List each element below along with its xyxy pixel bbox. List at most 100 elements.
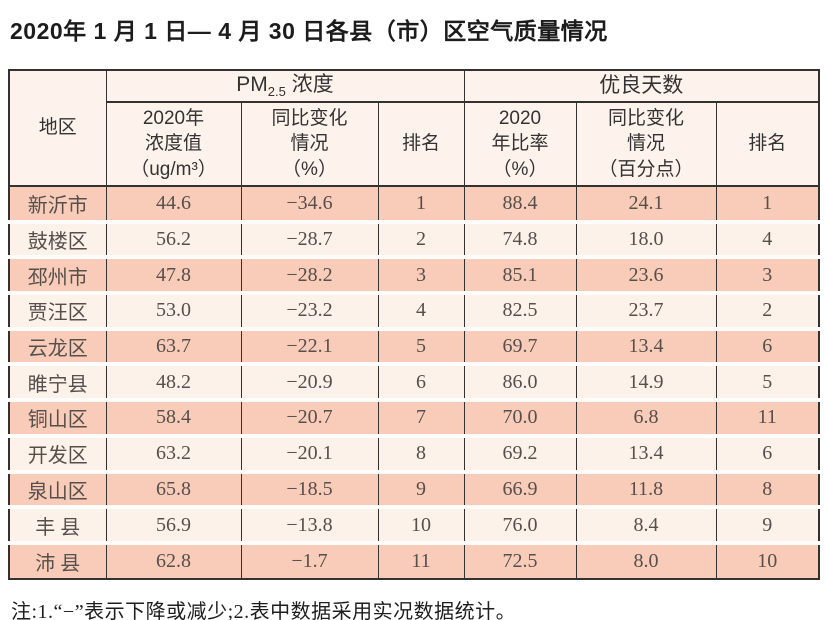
cell-good-ratio: 76.0 <box>464 507 577 545</box>
cell-good-rank: 3 <box>716 257 819 296</box>
cell-good-change: 11.8 <box>576 471 717 510</box>
pm25-label-subscript: 2.5 <box>267 84 286 100</box>
cell-good-ratio: 70.0 <box>464 400 577 438</box>
cell-pm-rank: 6 <box>378 364 465 403</box>
cell-good-change: 8.4 <box>576 507 717 545</box>
cell-region: 铜山区 <box>9 400 107 438</box>
cell-pm-value: 44.6 <box>106 186 242 224</box>
cell-good-rank: 9 <box>716 507 819 545</box>
table-row: 铜山区 58.4 −20.7 7 70.0 6.8 11 <box>9 400 819 438</box>
header-group-pm25: PM2.5 浓度 <box>106 70 465 103</box>
cell-good-ratio: 74.8 <box>464 221 577 260</box>
table-header: 地区 PM2.5 浓度 优良天数 2020年 浓度值 （ug/m³） 同比变化 … <box>9 70 819 187</box>
cell-region: 鼓楼区 <box>9 221 107 260</box>
cell-pm-rank: 11 <box>378 542 465 579</box>
table-row: 丰 县 56.9 −13.8 10 76.0 8.4 9 <box>9 507 819 545</box>
cell-pm-value: 65.8 <box>106 471 242 510</box>
cell-good-ratio: 69.2 <box>464 435 577 474</box>
cell-pm-rank: 5 <box>378 328 465 367</box>
cell-region: 睢宁县 <box>9 364 107 403</box>
header-group-good-days: 优良天数 <box>464 70 819 103</box>
air-quality-table: 地区 PM2.5 浓度 优良天数 2020年 浓度值 （ug/m³） 同比变化 … <box>8 69 820 580</box>
cell-pm-value: 63.7 <box>106 328 242 367</box>
cell-pm-value: 53.0 <box>106 293 242 331</box>
cell-pm-rank: 7 <box>378 400 465 438</box>
cell-pm-change: −34.6 <box>241 186 379 224</box>
cell-pm-value: 56.2 <box>106 221 242 260</box>
cell-region: 贾汪区 <box>9 293 107 331</box>
cell-pm-change: −28.7 <box>241 221 379 260</box>
cell-region: 邳州市 <box>9 257 107 296</box>
cell-pm-change: −13.8 <box>241 507 379 545</box>
pm25-label-base: PM <box>236 73 268 97</box>
table-row: 沛 县 62.8 −1.7 11 72.5 8.0 10 <box>9 542 819 579</box>
cell-good-ratio: 82.5 <box>464 293 577 331</box>
table-row: 新沂市 44.6 −34.6 1 88.4 24.1 1 <box>9 186 819 224</box>
cell-pm-rank: 4 <box>378 293 465 331</box>
cell-pm-rank: 10 <box>378 507 465 545</box>
cell-pm-value: 62.8 <box>106 542 242 579</box>
header-good-ratio: 2020 年比率 （%） <box>464 102 577 187</box>
cell-good-change: 13.4 <box>576 328 717 367</box>
cell-pm-rank: 9 <box>378 471 465 510</box>
cell-pm-change: −22.1 <box>241 328 379 367</box>
cell-pm-change: −18.5 <box>241 471 379 510</box>
cell-region: 丰 县 <box>9 507 107 545</box>
header-group-row: 地区 PM2.5 浓度 优良天数 <box>9 70 819 187</box>
table-row: 睢宁县 48.2 −20.9 6 86.0 14.9 5 <box>9 364 819 403</box>
cell-pm-change: −20.9 <box>241 364 379 403</box>
cell-good-change: 13.4 <box>576 435 717 474</box>
cell-good-rank: 1 <box>716 186 819 224</box>
cell-pm-value: 56.9 <box>106 507 242 545</box>
table-row: 贾汪区 53.0 −23.2 4 82.5 23.7 2 <box>9 293 819 331</box>
cell-pm-value: 63.2 <box>106 435 242 474</box>
cell-pm-value: 47.8 <box>106 257 242 296</box>
cell-good-rank: 6 <box>716 435 819 474</box>
header-pm-value: 2020年 浓度值 （ug/m³） <box>106 102 242 187</box>
page-title: 2020年 1 月 1 日— 4 月 30 日各县（市）区空气质量情况 <box>10 18 608 44</box>
table-row: 泉山区 65.8 −18.5 9 66.9 11.8 8 <box>9 471 819 510</box>
cell-good-rank: 5 <box>716 364 819 403</box>
cell-good-change: 14.9 <box>576 364 717 403</box>
header-region: 地区 <box>9 70 107 187</box>
cell-region: 泉山区 <box>9 471 107 510</box>
cell-region: 沛 县 <box>9 542 107 579</box>
cell-good-rank: 11 <box>716 400 819 438</box>
cell-pm-rank: 8 <box>378 435 465 474</box>
table-row: 云龙区 63.7 −22.1 5 69.7 13.4 6 <box>9 328 819 367</box>
cell-pm-change: −20.1 <box>241 435 379 474</box>
cell-region: 新沂市 <box>9 186 107 224</box>
table-body: 新沂市 44.6 −34.6 1 88.4 24.1 1 鼓楼区 56.2 −28.7 2 74.8 1… <box>9 186 819 579</box>
cell-pm-change: −23.2 <box>241 293 379 331</box>
table-row: 开发区 63.2 −20.1 8 69.2 13.4 6 <box>9 435 819 474</box>
cell-pm-value: 58.4 <box>106 400 242 438</box>
table-row: 鼓楼区 56.2 −28.7 2 74.8 18.0 4 <box>9 221 819 260</box>
cell-good-change: 23.7 <box>576 293 717 331</box>
cell-pm-rank: 2 <box>378 221 465 260</box>
cell-region: 云龙区 <box>9 328 107 367</box>
cell-good-rank: 4 <box>716 221 819 260</box>
cell-good-ratio: 72.5 <box>464 542 577 579</box>
cell-region: 开发区 <box>9 435 107 474</box>
cell-pm-rank: 1 <box>378 186 465 224</box>
header-good-change: 同比变化 情况 （百分点） <box>576 102 717 187</box>
cell-pm-change: −28.2 <box>241 257 379 296</box>
header-sub-row: 2020年 浓度值 （ug/m³） 同比变化 情况 （%） 排名 2020 年比… <box>9 102 819 187</box>
cell-good-change: 23.6 <box>576 257 717 296</box>
cell-good-change: 6.8 <box>576 400 717 438</box>
cell-pm-rank: 3 <box>378 257 465 296</box>
footnote: 注:1.“−”表示下降或减少;2.表中数据采用实况数据统计。 <box>11 600 517 620</box>
header-pm-change: 同比变化 情况 （%） <box>241 102 379 187</box>
cell-pm-change: −20.7 <box>241 400 379 438</box>
cell-good-rank: 10 <box>716 542 819 579</box>
header-pm-rank: 排名 <box>378 102 465 187</box>
cell-good-rank: 6 <box>716 328 819 367</box>
cell-good-ratio: 66.9 <box>464 471 577 510</box>
cell-good-ratio: 85.1 <box>464 257 577 296</box>
cell-good-ratio: 86.0 <box>464 364 577 403</box>
cell-good-rank: 8 <box>716 471 819 510</box>
table-row: 邳州市 47.8 −28.2 3 85.1 23.6 3 <box>9 257 819 296</box>
header-good-rank: 排名 <box>716 102 819 187</box>
cell-good-change: 8.0 <box>576 542 717 579</box>
